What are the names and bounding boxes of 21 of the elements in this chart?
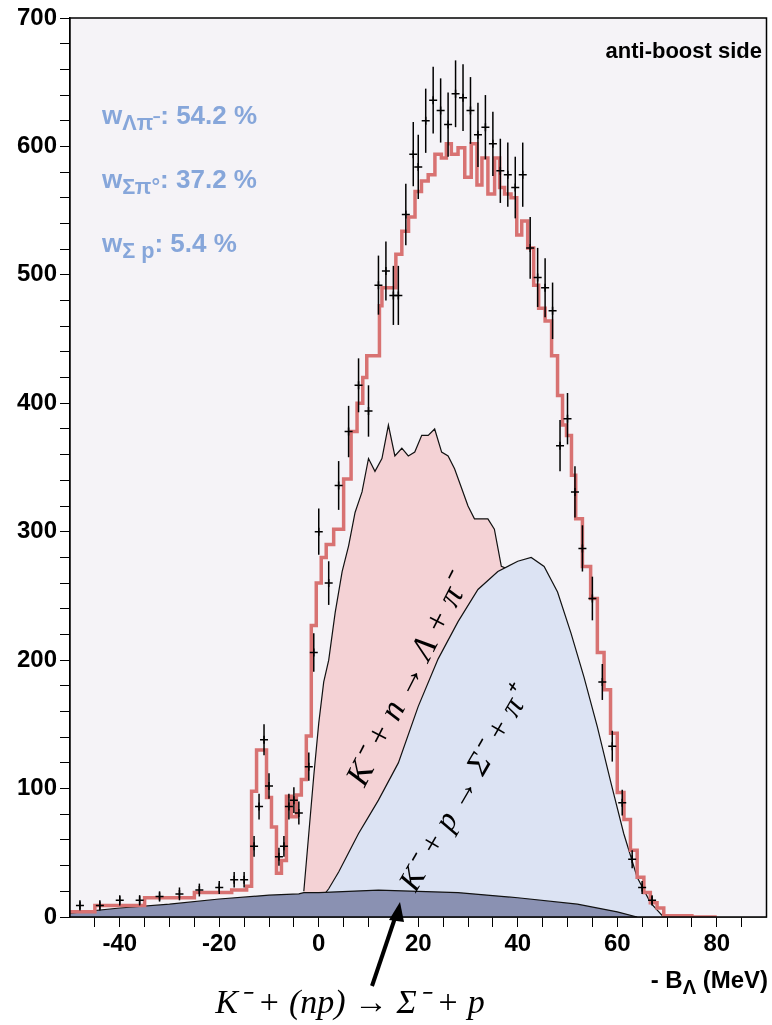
y-tick-label: 200 [16,644,57,672]
y-tick-label: 100 [16,773,57,801]
y-tick-label: 600 [16,131,57,159]
series-label: K⁻ + (np) → Σ⁻ + p [215,982,485,1022]
x-axis-title: - B$_{Λ}$ (MeV) [650,966,768,999]
annotation: w$_{Σ p}$: 5.4 % [102,228,237,265]
y-tick-label: 0 [43,901,57,929]
y-tick-label: 400 [16,387,57,415]
x-tick-label: 40 [504,929,532,957]
annotation: anti-boost side [605,38,762,64]
x-tick-label: 60 [603,929,631,957]
x-tick-label: -40 [102,929,138,957]
y-tick-label: 700 [16,2,57,30]
x-tick-label: -20 [201,929,237,957]
annotation: w$_{Σπ°}$: 37.2 % [102,164,257,201]
x-tick-label: 20 [404,929,432,957]
annotation: w$_{Λπ⁻}$: 54.2 % [102,100,258,137]
y-tick-label: 500 [16,259,57,287]
x-tick-label: 0 [312,929,326,957]
y-tick-label: 300 [16,516,57,544]
x-tick-label: 80 [703,929,731,957]
